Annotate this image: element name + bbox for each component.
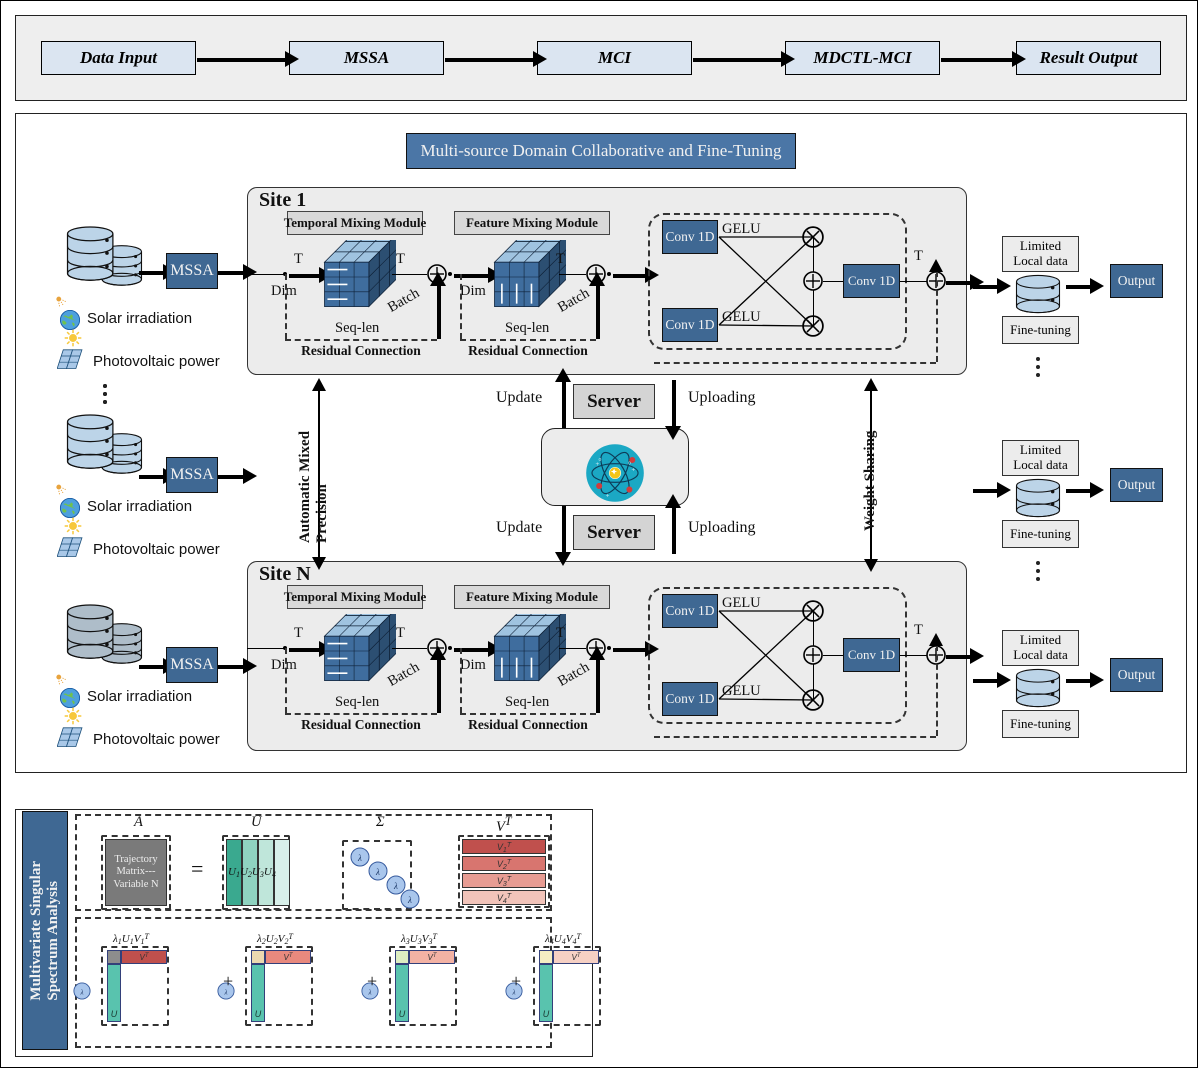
svg-text:λ: λ: [393, 881, 398, 891]
svg-text:+: +: [606, 492, 610, 499]
svg-text:λ: λ: [407, 895, 412, 905]
svg-text:o: o: [628, 460, 631, 466]
svg-text:λ: λ: [357, 853, 362, 863]
svg-text:λ: λ: [375, 867, 380, 877]
svg-text:o: o: [598, 457, 601, 463]
svg-text:λ: λ: [79, 989, 83, 997]
svg-text:+: +: [632, 467, 636, 474]
